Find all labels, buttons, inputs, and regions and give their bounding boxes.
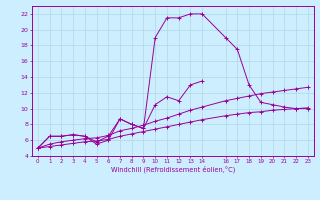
X-axis label: Windchill (Refroidissement éolien,°C): Windchill (Refroidissement éolien,°C) bbox=[111, 166, 235, 173]
